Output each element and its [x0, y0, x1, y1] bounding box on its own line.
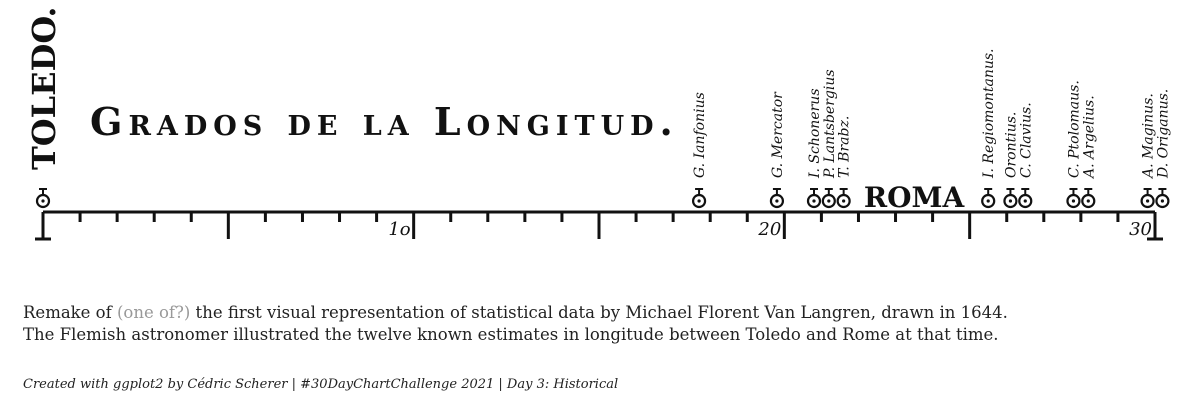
x-tick-label: 20: [757, 219, 781, 240]
credit: Created with ggplot2 by Cédric Scherer |…: [23, 377, 619, 392]
caption-text: the first visual representation of stati…: [190, 303, 1008, 322]
point-label: T. Brabz.: [837, 116, 853, 178]
point: [836, 188, 851, 209]
point-label: Orontius.: [1003, 112, 1019, 178]
point-label: G. Ianfonius: [692, 92, 708, 178]
point-part: [1008, 199, 1013, 203]
point: [1003, 188, 1018, 209]
point-label: G. Mercator: [770, 91, 786, 178]
point: [35, 188, 51, 209]
point-part: [697, 199, 701, 203]
point-part: [1023, 199, 1027, 203]
point: [1066, 188, 1081, 209]
reference-label: ROMA: [864, 181, 966, 214]
point-part: [812, 199, 816, 203]
x-tick-label: 30: [1129, 219, 1152, 240]
chart-title: Grados de la Longitud.: [90, 99, 679, 144]
point: [821, 188, 836, 209]
point: [1140, 188, 1155, 209]
point: [981, 188, 996, 209]
point-part: [41, 199, 45, 203]
point-part: [775, 199, 779, 203]
point-part: [1086, 199, 1090, 203]
point-label: C. Clavius.: [1018, 102, 1034, 178]
point-label: A. Maginus.: [1141, 93, 1157, 180]
point-part: [1071, 199, 1076, 203]
point-part: [986, 199, 990, 203]
caption-text: (one of?): [116, 303, 191, 322]
point: [1018, 188, 1033, 209]
origin-label: TOLEDO.: [25, 7, 63, 170]
point-label: P. Lantsbergius: [822, 69, 838, 179]
caption-text: The Flemish astronomer illustrated the t…: [23, 325, 999, 344]
caption-text: Remake of: [23, 303, 117, 322]
point-part: [1160, 199, 1165, 203]
point-label: D. Origanus.: [1155, 89, 1171, 179]
point-label: I. Schonerus: [807, 88, 823, 179]
point: [691, 188, 707, 209]
point: [1081, 188, 1096, 209]
point-label: I. Regiomontanus.: [981, 49, 997, 180]
x-tick-label: 1o: [388, 219, 410, 240]
chart: Grados de la Longitud. 1o 20 30 TOLEDO. G. I…: [25, 7, 1171, 241]
point-part: [1145, 199, 1150, 203]
point-label: C. Ptolomaus.: [1066, 80, 1082, 178]
point: [806, 188, 822, 209]
point: [769, 188, 785, 209]
point-label: A. Argelius.: [1081, 95, 1097, 180]
point-part: [827, 199, 831, 203]
point: [1155, 188, 1170, 209]
point-part: [842, 199, 846, 203]
caption: Remake of (one of?) the first visual rep…: [23, 302, 1008, 346]
